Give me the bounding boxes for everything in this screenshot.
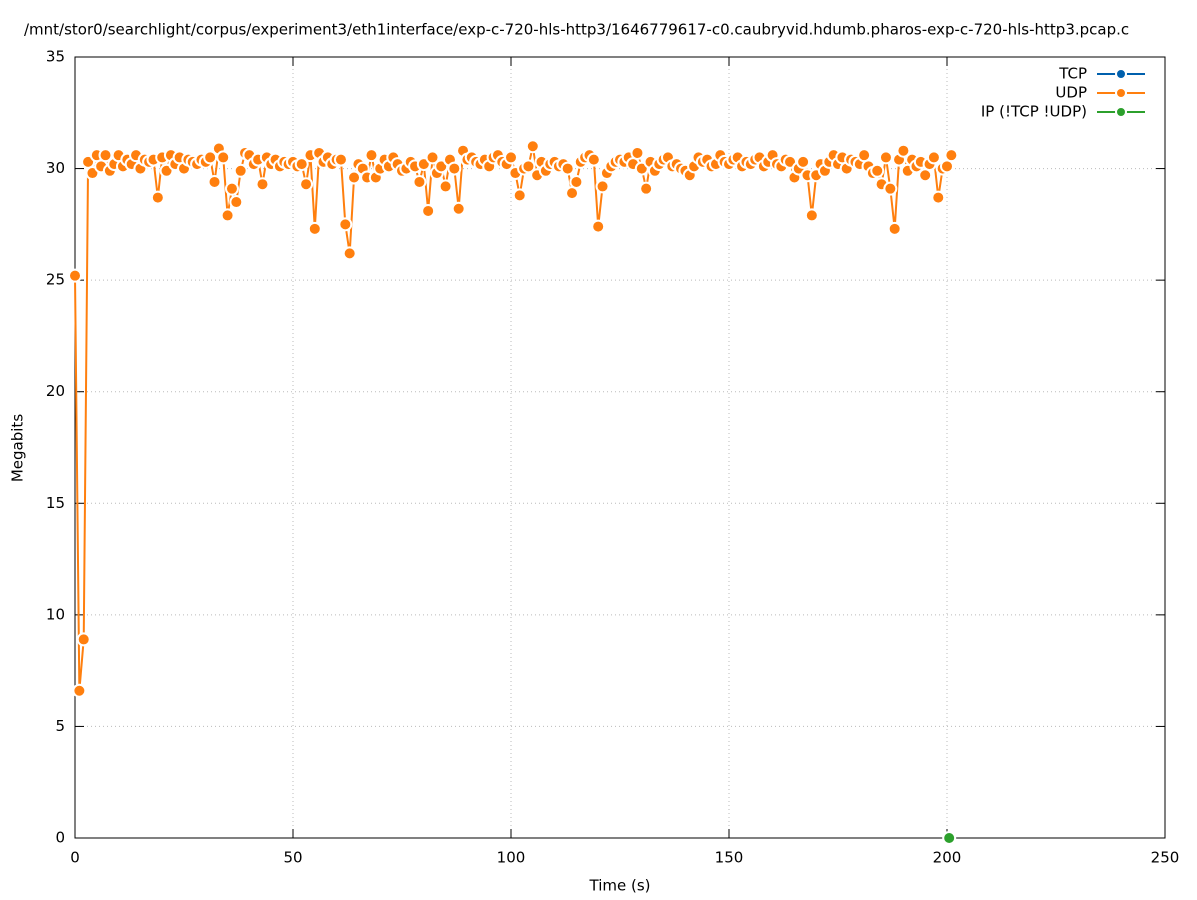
chart-title: /mnt/stor0/searchlight/corpus/experiment… (24, 21, 1129, 39)
data-point (569, 174, 584, 189)
data-point (586, 152, 601, 167)
data-point (512, 188, 527, 203)
data-point (591, 219, 606, 234)
data-point (425, 150, 440, 165)
y-tick-label: 30 (46, 159, 65, 177)
data-point (521, 159, 536, 174)
data-point (68, 268, 82, 283)
x-tick-label: 200 (933, 849, 962, 867)
legend-swatch-point (1115, 106, 1127, 118)
data-point (896, 143, 911, 158)
data-point (883, 181, 898, 196)
data-point (870, 163, 885, 178)
legend-label: UDP (1055, 84, 1087, 102)
data-point (639, 181, 654, 196)
data-point (364, 148, 379, 163)
plot-border (74, 56, 1166, 839)
data-point (150, 190, 165, 205)
data-point (525, 139, 540, 154)
data-point (207, 174, 222, 189)
data-point (878, 150, 893, 165)
data-point (338, 217, 353, 232)
data-point (451, 201, 466, 216)
data-point (72, 683, 87, 698)
y-tick-label: 0 (55, 829, 65, 847)
data-point (630, 145, 645, 160)
x-tick-label: 150 (715, 849, 744, 867)
x-tick-label: 250 (1151, 849, 1180, 867)
x-tick-label: 0 (70, 849, 80, 867)
x-tick-label: 50 (283, 849, 302, 867)
data-point (347, 170, 362, 185)
data-point (299, 177, 314, 192)
data-point (98, 148, 113, 163)
data-point (216, 150, 231, 165)
data-point (342, 246, 357, 261)
data-point (255, 177, 270, 192)
data-point (595, 179, 610, 194)
y-tick-label: 5 (55, 717, 65, 735)
data-point (560, 161, 575, 176)
y-axis-label: Megabits (9, 414, 27, 482)
data-point (224, 181, 239, 196)
y-tick-label: 20 (46, 382, 65, 400)
y-tick-label: 15 (46, 494, 65, 512)
data-point (220, 208, 235, 223)
data-point (447, 161, 462, 176)
data-point (887, 221, 902, 236)
legend-swatch-point (1115, 68, 1127, 80)
data-point (504, 150, 518, 165)
data-point (229, 195, 244, 210)
data-point (796, 154, 811, 169)
y-tick-label: 10 (46, 605, 65, 623)
legend-label: IP (!TCP !UDP) (981, 103, 1087, 121)
x-axis-label: Time (s) (589, 877, 651, 895)
data-point (307, 221, 322, 236)
data-point (931, 190, 946, 205)
data-point (203, 150, 218, 165)
data-point (294, 157, 309, 172)
data-point (438, 179, 453, 194)
data-point (76, 632, 91, 647)
data-point (942, 831, 957, 845)
y-tick-label: 35 (46, 48, 65, 66)
data-point (926, 150, 941, 165)
x-tick-label: 100 (497, 849, 526, 867)
data-point (412, 174, 427, 189)
legend-swatch-point (1115, 87, 1127, 99)
legend-label: TCP (1058, 65, 1087, 83)
data-point (944, 148, 959, 163)
data-point (421, 203, 436, 218)
data-point (233, 163, 248, 178)
data-point (804, 208, 819, 223)
y-tick-label: 25 (46, 271, 65, 289)
data-point (333, 152, 348, 167)
